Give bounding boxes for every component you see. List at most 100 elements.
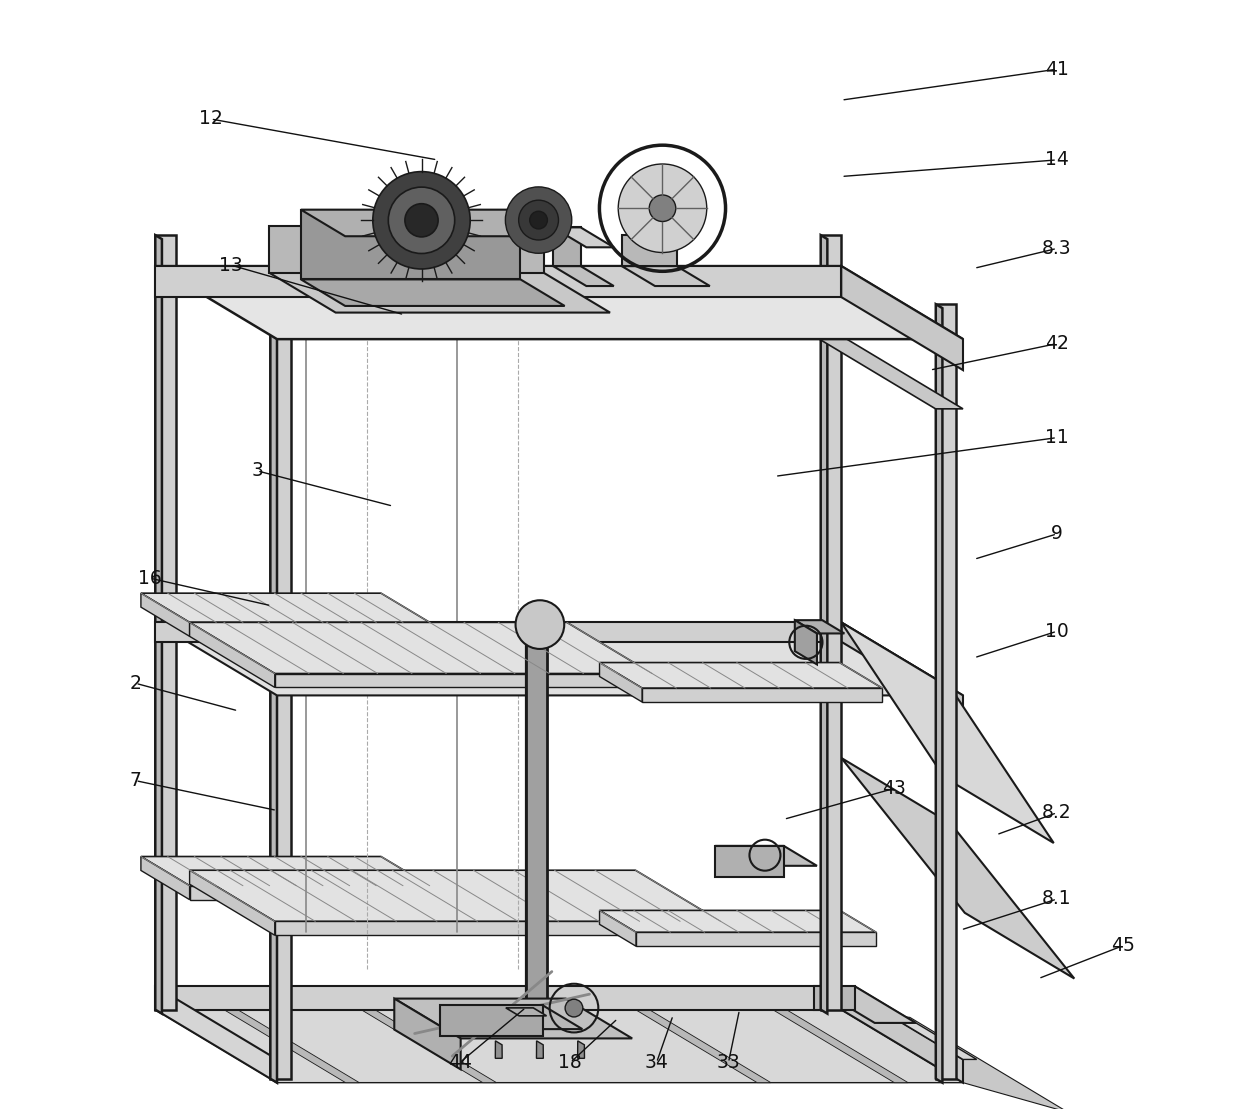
Text: 8.1: 8.1 bbox=[1043, 890, 1071, 909]
Polygon shape bbox=[642, 688, 882, 702]
Polygon shape bbox=[841, 986, 963, 1083]
Polygon shape bbox=[795, 620, 817, 665]
Polygon shape bbox=[841, 758, 1074, 979]
Circle shape bbox=[405, 203, 438, 237]
Polygon shape bbox=[394, 999, 632, 1039]
Polygon shape bbox=[275, 922, 720, 935]
Circle shape bbox=[388, 187, 455, 254]
Polygon shape bbox=[190, 623, 430, 636]
Text: 12: 12 bbox=[198, 109, 222, 129]
Text: 8.3: 8.3 bbox=[1043, 239, 1071, 258]
Polygon shape bbox=[526, 638, 533, 1014]
Polygon shape bbox=[155, 623, 963, 695]
Text: 18: 18 bbox=[558, 1053, 582, 1072]
Polygon shape bbox=[301, 210, 564, 236]
Polygon shape bbox=[495, 1041, 502, 1059]
Polygon shape bbox=[275, 674, 652, 687]
Circle shape bbox=[619, 163, 707, 252]
Text: 33: 33 bbox=[717, 1053, 740, 1072]
Polygon shape bbox=[270, 305, 291, 1079]
Polygon shape bbox=[301, 279, 564, 306]
Polygon shape bbox=[155, 266, 963, 339]
Polygon shape bbox=[565, 1011, 596, 1021]
Polygon shape bbox=[715, 846, 817, 866]
Text: 42: 42 bbox=[1045, 334, 1069, 354]
Polygon shape bbox=[361, 1010, 496, 1083]
Polygon shape bbox=[141, 856, 190, 900]
Polygon shape bbox=[841, 266, 963, 370]
Polygon shape bbox=[394, 999, 461, 1070]
Circle shape bbox=[506, 187, 572, 254]
Text: 8.2: 8.2 bbox=[1043, 803, 1071, 822]
Text: 41: 41 bbox=[1045, 60, 1069, 79]
Text: 14: 14 bbox=[1045, 150, 1069, 169]
Polygon shape bbox=[813, 986, 916, 1023]
Text: 44: 44 bbox=[448, 1053, 471, 1072]
Polygon shape bbox=[141, 856, 430, 886]
Polygon shape bbox=[636, 932, 877, 946]
Polygon shape bbox=[635, 1010, 771, 1083]
Circle shape bbox=[516, 600, 564, 649]
Polygon shape bbox=[155, 623, 841, 642]
Polygon shape bbox=[190, 623, 275, 687]
Text: 16: 16 bbox=[138, 568, 161, 587]
Polygon shape bbox=[141, 593, 190, 636]
Polygon shape bbox=[813, 336, 963, 409]
Text: 3: 3 bbox=[252, 461, 263, 480]
Polygon shape bbox=[526, 638, 547, 1010]
Polygon shape bbox=[141, 593, 430, 623]
Polygon shape bbox=[841, 1010, 1068, 1112]
Polygon shape bbox=[155, 235, 162, 1014]
Polygon shape bbox=[269, 272, 610, 312]
Polygon shape bbox=[224, 1010, 360, 1083]
Polygon shape bbox=[155, 235, 176, 1010]
Polygon shape bbox=[553, 227, 614, 247]
Circle shape bbox=[518, 200, 558, 240]
Text: 11: 11 bbox=[1045, 428, 1069, 447]
Text: 34: 34 bbox=[645, 1053, 668, 1072]
Polygon shape bbox=[599, 663, 642, 702]
Polygon shape bbox=[578, 1041, 584, 1059]
Polygon shape bbox=[813, 986, 856, 1010]
Polygon shape bbox=[190, 623, 652, 674]
Polygon shape bbox=[155, 1010, 963, 1083]
Circle shape bbox=[650, 195, 676, 221]
Polygon shape bbox=[621, 266, 709, 286]
Polygon shape bbox=[841, 986, 977, 1060]
Polygon shape bbox=[301, 210, 521, 279]
Polygon shape bbox=[190, 871, 275, 935]
Text: 2: 2 bbox=[129, 674, 141, 693]
Polygon shape bbox=[553, 227, 580, 266]
Circle shape bbox=[529, 211, 547, 229]
Polygon shape bbox=[525, 1011, 556, 1021]
Polygon shape bbox=[841, 623, 1054, 843]
Polygon shape bbox=[190, 871, 720, 922]
Polygon shape bbox=[155, 986, 277, 1083]
Polygon shape bbox=[936, 305, 956, 1079]
Polygon shape bbox=[715, 846, 784, 877]
Polygon shape bbox=[270, 305, 277, 1083]
Polygon shape bbox=[440, 1005, 583, 1029]
Polygon shape bbox=[821, 235, 841, 1010]
Text: 7: 7 bbox=[129, 771, 141, 791]
Polygon shape bbox=[155, 266, 841, 297]
Polygon shape bbox=[484, 1011, 515, 1021]
Polygon shape bbox=[537, 1041, 543, 1059]
Polygon shape bbox=[795, 620, 844, 634]
Polygon shape bbox=[773, 1010, 908, 1083]
Polygon shape bbox=[821, 235, 827, 1014]
Polygon shape bbox=[621, 235, 677, 266]
Polygon shape bbox=[506, 1007, 547, 1016]
Polygon shape bbox=[190, 886, 430, 900]
Polygon shape bbox=[599, 663, 882, 688]
Text: 10: 10 bbox=[1045, 622, 1069, 641]
Polygon shape bbox=[155, 986, 841, 1010]
Text: 13: 13 bbox=[218, 256, 242, 275]
Polygon shape bbox=[936, 305, 942, 1083]
Polygon shape bbox=[553, 266, 614, 286]
Polygon shape bbox=[269, 226, 543, 272]
Polygon shape bbox=[841, 623, 963, 715]
Polygon shape bbox=[599, 911, 636, 946]
Text: 9: 9 bbox=[1052, 525, 1063, 544]
Text: 43: 43 bbox=[883, 778, 906, 797]
